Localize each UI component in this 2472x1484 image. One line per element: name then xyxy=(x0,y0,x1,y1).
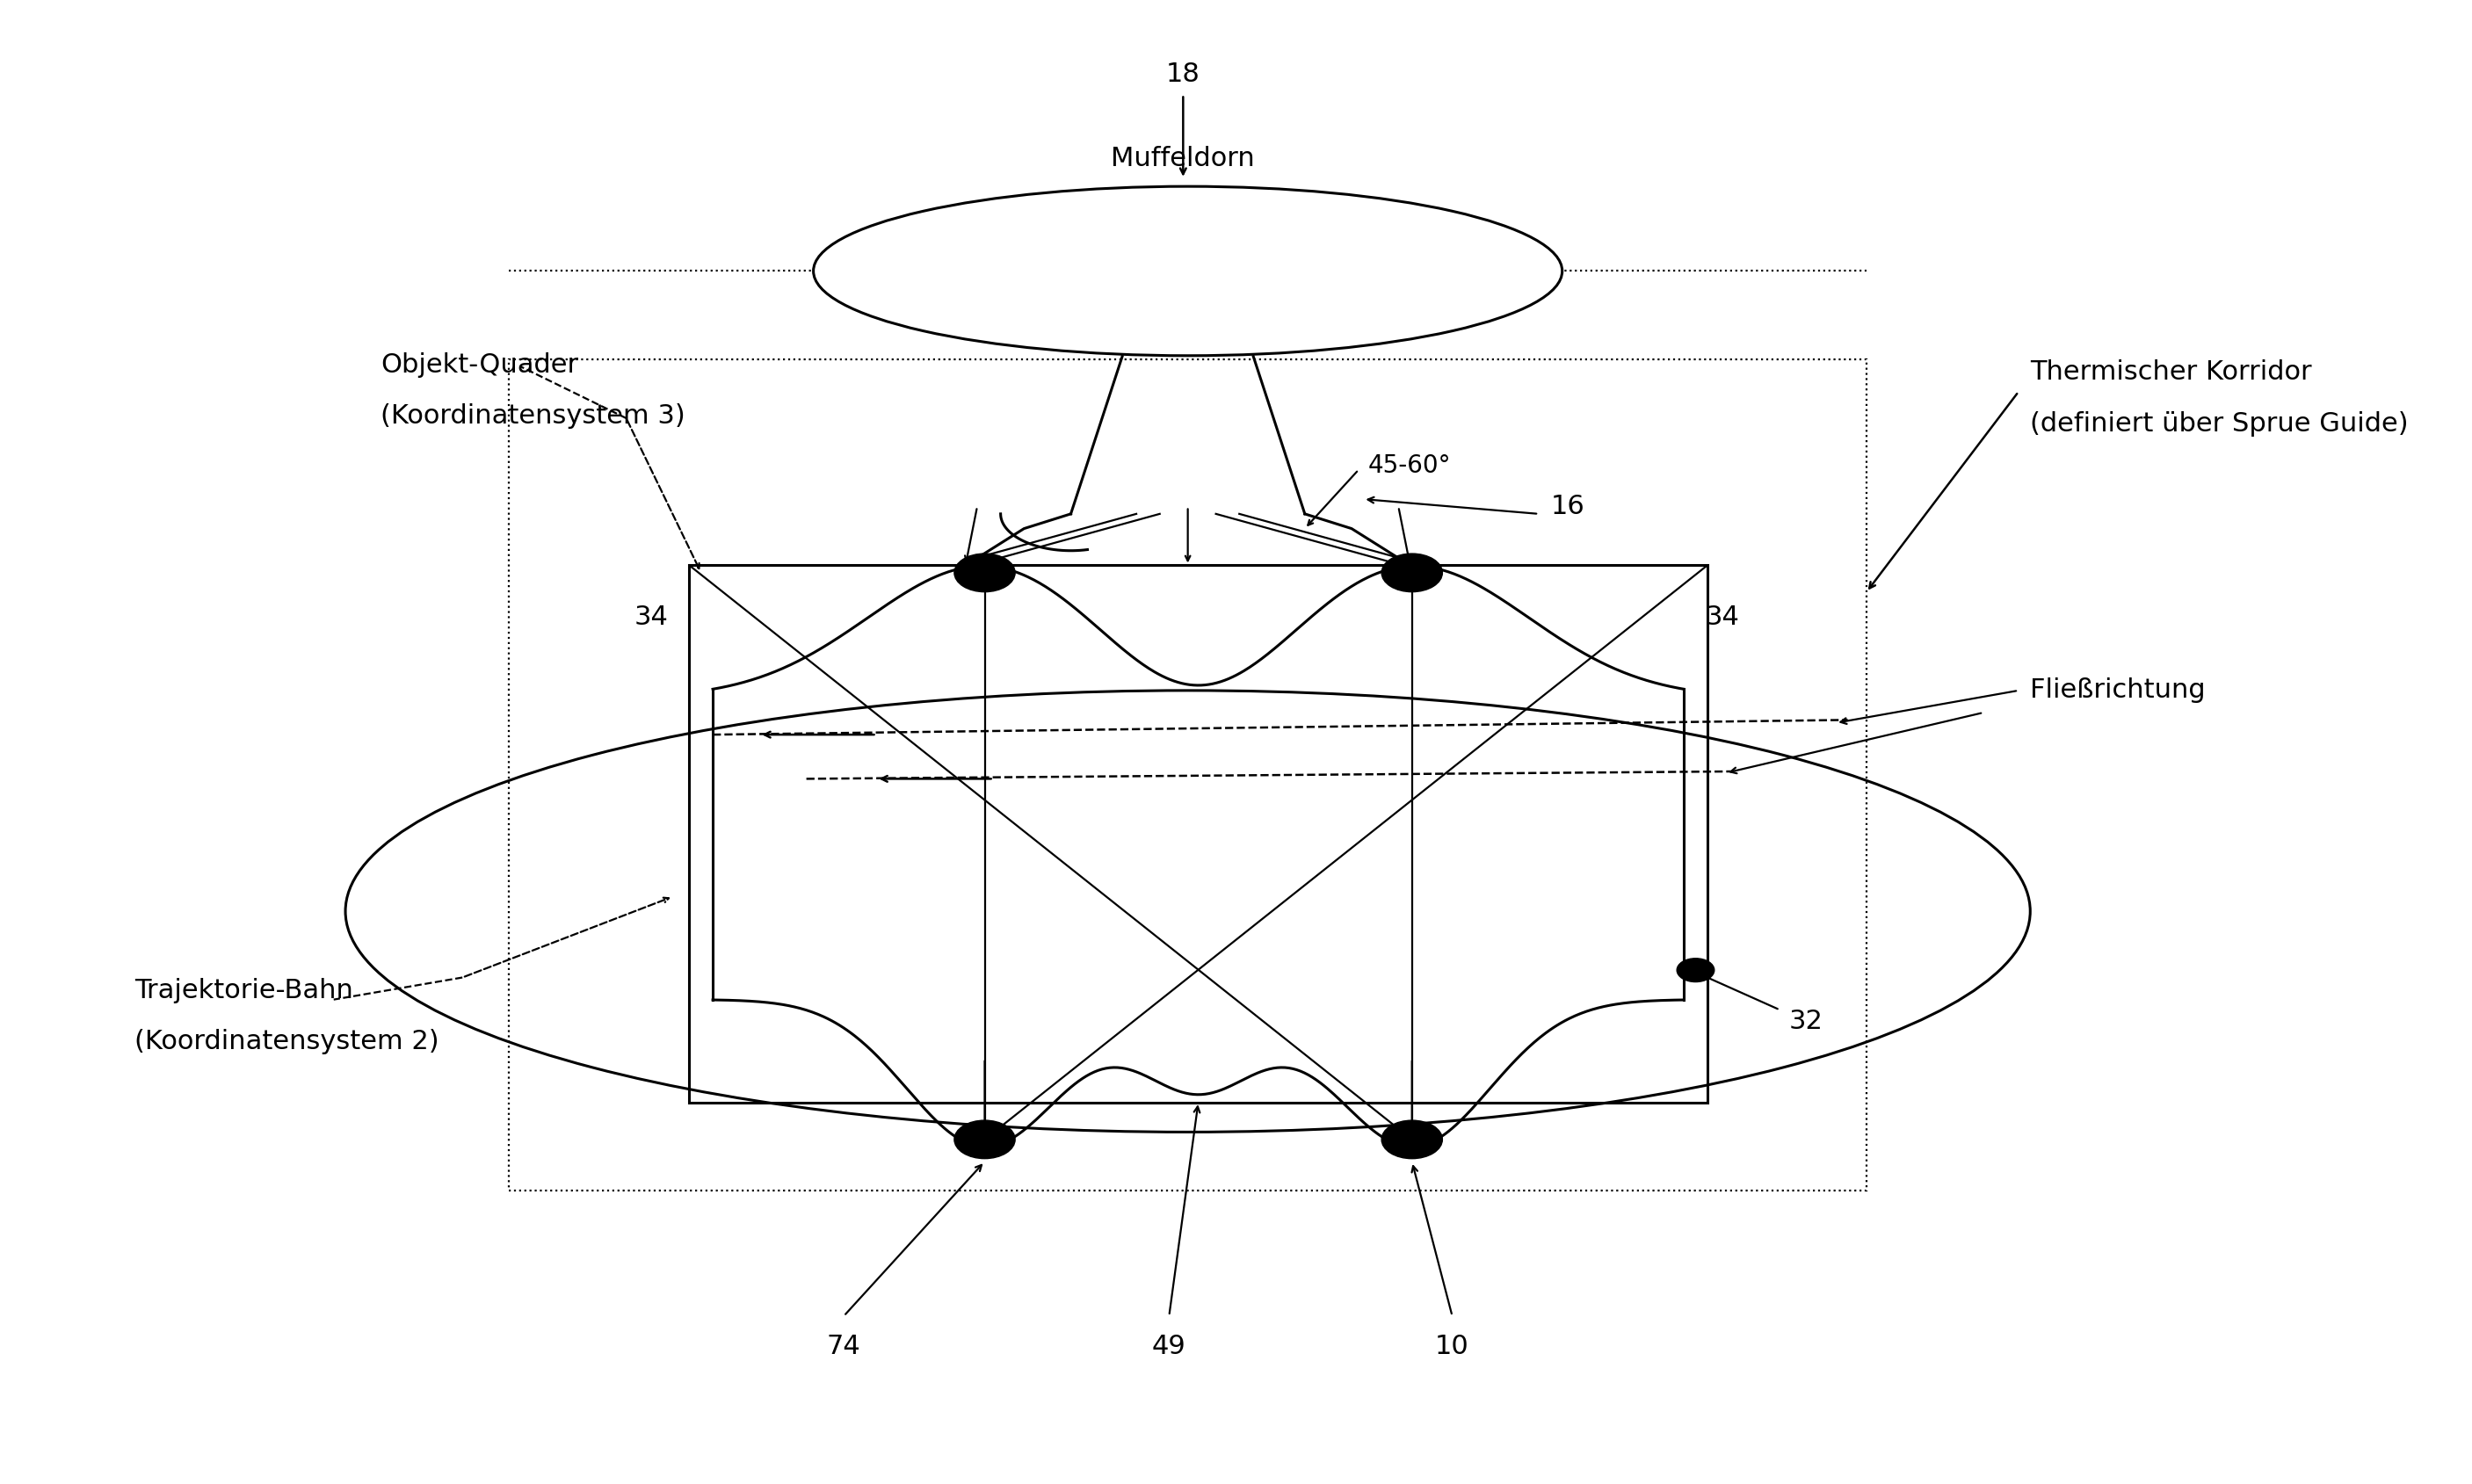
Text: 34: 34 xyxy=(1706,604,1740,629)
Ellipse shape xyxy=(813,187,1562,356)
Circle shape xyxy=(954,554,1016,592)
Text: Trajektorie-Bahn: Trajektorie-Bahn xyxy=(136,978,353,1003)
Text: 10: 10 xyxy=(1436,1334,1468,1359)
Text: 49: 49 xyxy=(1152,1334,1187,1359)
Text: (Koordinatensystem 2): (Koordinatensystem 2) xyxy=(136,1028,440,1055)
Text: 18: 18 xyxy=(1167,61,1201,88)
Circle shape xyxy=(954,1120,1016,1159)
Text: (definiert über Sprue Guide): (definiert über Sprue Guide) xyxy=(2030,411,2408,436)
Bar xyxy=(690,565,1708,1103)
Text: 32: 32 xyxy=(1790,1009,1824,1034)
Circle shape xyxy=(1382,1120,1441,1159)
Text: 74: 74 xyxy=(826,1334,860,1359)
Text: Muffeldorn: Muffeldorn xyxy=(1112,145,1256,172)
Bar xyxy=(509,359,1866,1190)
Text: (Koordinatensystem 1): (Koordinatensystem 1) xyxy=(1031,197,1335,223)
Text: (Koordinatensystem 3): (Koordinatensystem 3) xyxy=(381,404,685,429)
Text: Objekt-Quader: Objekt-Quader xyxy=(381,352,578,377)
Circle shape xyxy=(1382,554,1441,592)
Text: Fließrichtung: Fließrichtung xyxy=(2030,678,2205,703)
Text: 45-60°: 45-60° xyxy=(1367,453,1451,478)
Text: 34: 34 xyxy=(635,604,667,629)
Circle shape xyxy=(1676,959,1713,982)
Text: Thermischer Korridor: Thermischer Korridor xyxy=(2030,359,2311,384)
Text: 16: 16 xyxy=(1550,494,1585,519)
